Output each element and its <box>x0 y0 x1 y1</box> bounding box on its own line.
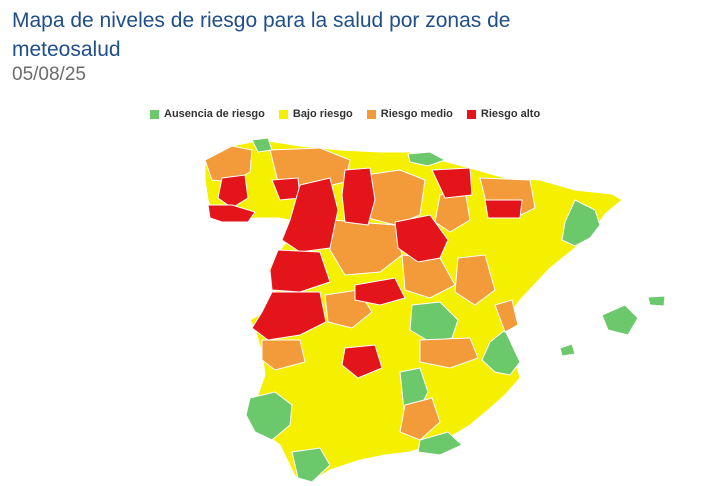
legend-item-medium[interactable]: Riesgo medio <box>366 108 453 120</box>
zone-green-menorca[interactable] <box>647 295 666 307</box>
page-title: Mapa de niveles de riesgo para la salud … <box>12 9 511 61</box>
zone-red-guadalajara[interactable] <box>394 214 449 263</box>
map-legend: Ausencia de riesgo Bajo riesgo Riesgo me… <box>150 108 540 120</box>
zone-green-center[interactable] <box>409 301 459 343</box>
zone-red-rioja[interactable] <box>431 167 473 199</box>
zone-orange-galicia[interactable] <box>204 145 253 183</box>
legend-swatch-high <box>466 109 476 119</box>
zone-orange-cuenca[interactable] <box>419 337 479 369</box>
zone-green-valencia[interactable] <box>481 329 521 376</box>
zone-green-cadiz[interactable] <box>291 447 331 483</box>
legend-item-none[interactable]: Ausencia de riesgo <box>150 108 265 120</box>
legend-item-low[interactable]: Bajo riesgo <box>278 108 353 120</box>
map-date: 05/08/25 <box>12 64 86 85</box>
zone-green-ibiza[interactable] <box>559 343 576 357</box>
zone-green-almeria[interactable] <box>417 431 463 456</box>
legend-label-medium: Riesgo medio <box>380 108 453 120</box>
zone-orange-teruel[interactable] <box>454 254 496 306</box>
zone-red-zamora[interactable] <box>281 177 339 253</box>
legend-swatch-low <box>278 109 288 119</box>
zone-orange-granada[interactable] <box>399 397 441 441</box>
legend-label-low: Bajo riesgo <box>292 108 353 120</box>
legend-item-high[interactable]: Riesgo alto <box>466 108 541 120</box>
zone-orange-castellon[interactable] <box>494 299 519 333</box>
legend-label-high: Riesgo alto <box>480 108 541 120</box>
zone-green-cantabria[interactable] <box>407 151 447 167</box>
zone-green-catalonia[interactable] <box>561 199 601 247</box>
zone-red-ciudad-real[interactable] <box>341 344 383 379</box>
zone-green-huelva[interactable] <box>245 391 293 441</box>
zone-red-caceres[interactable] <box>251 291 327 341</box>
zone-orange-extremadura-n[interactable] <box>261 339 306 371</box>
zone-red-avila[interactable] <box>354 277 406 306</box>
zone-green-mallorca[interactable] <box>601 304 639 336</box>
zone-red-valladolid[interactable] <box>341 167 376 226</box>
legend-swatch-none <box>150 109 159 119</box>
legend-swatch-medium <box>366 109 376 119</box>
zone-red-pontevedra[interactable] <box>207 204 256 223</box>
legend-label-none: Ausencia de riesgo <box>164 108 265 120</box>
zone-red-galicia[interactable] <box>217 174 249 209</box>
zone-red-zaragoza[interactable] <box>484 199 523 219</box>
